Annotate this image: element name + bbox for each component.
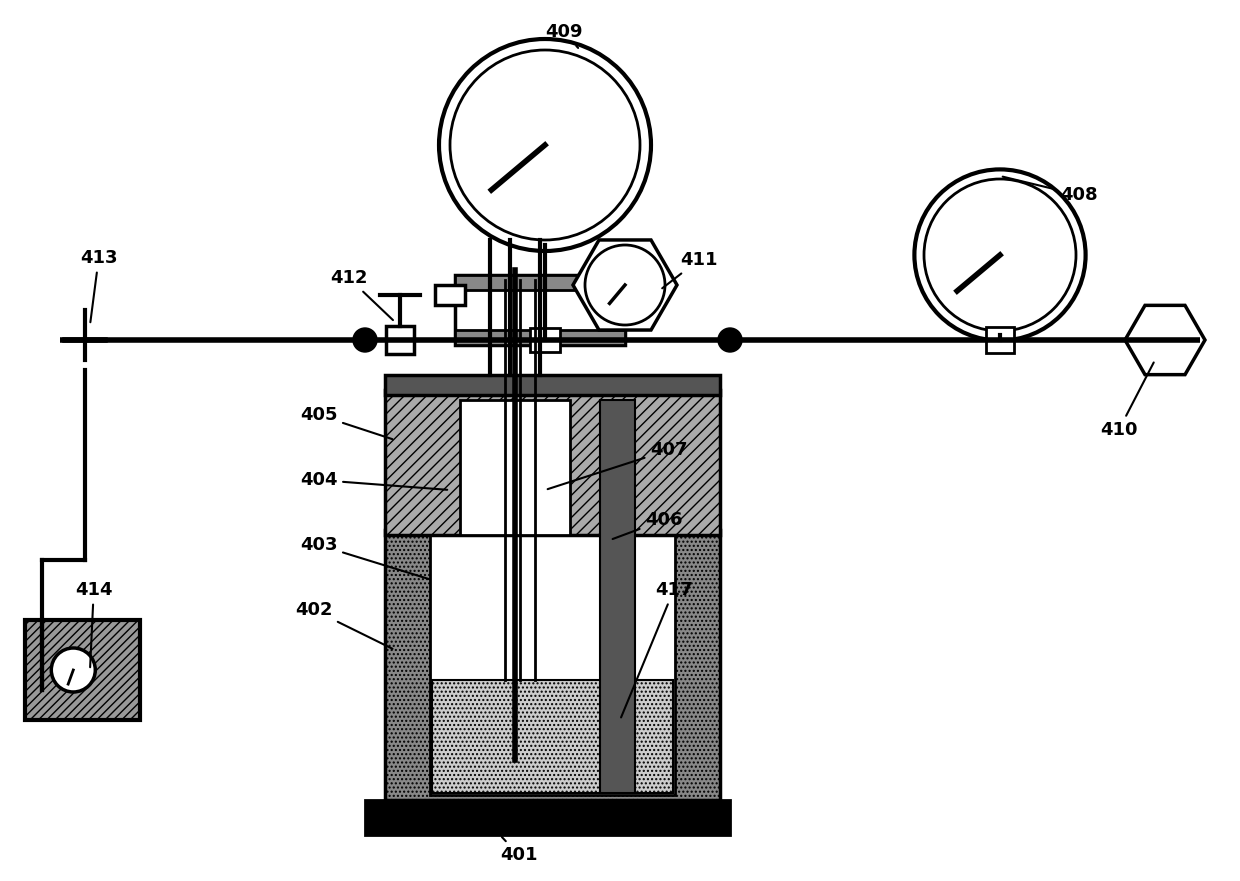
Bar — [986, 327, 1014, 353]
Text: 406: 406 — [613, 511, 682, 539]
Text: 404: 404 — [300, 471, 448, 490]
Polygon shape — [573, 240, 677, 330]
Polygon shape — [1125, 306, 1205, 374]
Text: 407: 407 — [548, 441, 687, 489]
Circle shape — [585, 245, 665, 325]
Bar — [615, 290, 650, 310]
Bar — [365, 800, 730, 835]
Circle shape — [718, 328, 742, 352]
Bar — [384, 375, 720, 395]
Bar — [435, 285, 465, 305]
Text: 413: 413 — [81, 249, 118, 322]
Bar — [432, 680, 673, 793]
Bar — [384, 390, 720, 535]
Circle shape — [450, 50, 640, 240]
Bar — [430, 535, 675, 795]
Circle shape — [353, 328, 377, 352]
Text: 401: 401 — [500, 837, 537, 864]
Circle shape — [439, 39, 651, 251]
Bar — [600, 400, 635, 793]
Bar — [455, 275, 625, 345]
Text: 417: 417 — [621, 581, 692, 717]
Text: 411: 411 — [662, 251, 718, 288]
Bar — [460, 400, 570, 535]
Text: 414: 414 — [74, 581, 113, 667]
Circle shape — [924, 179, 1076, 331]
Bar — [384, 530, 720, 800]
Text: 409: 409 — [546, 23, 583, 48]
Bar — [386, 326, 414, 354]
Text: 403: 403 — [300, 536, 429, 579]
Text: 412: 412 — [330, 269, 393, 320]
Circle shape — [51, 648, 95, 692]
Text: 408: 408 — [1003, 177, 1097, 204]
Text: 410: 410 — [1100, 362, 1153, 439]
Bar — [529, 328, 560, 352]
Text: 402: 402 — [295, 601, 393, 648]
Bar — [455, 275, 625, 290]
Bar — [455, 330, 625, 345]
Bar — [25, 620, 140, 720]
Text: 405: 405 — [300, 406, 392, 439]
Circle shape — [914, 169, 1085, 341]
